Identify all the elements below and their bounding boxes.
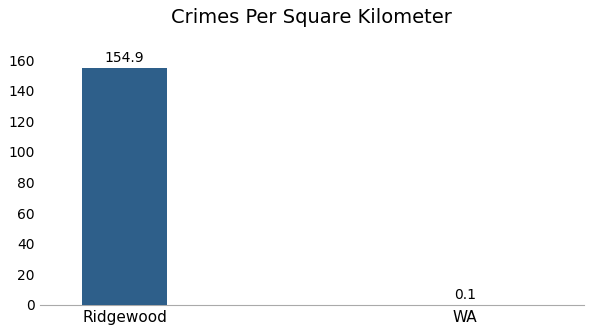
Text: 0.1: 0.1 bbox=[453, 288, 476, 302]
Bar bbox=[82, 68, 167, 305]
Title: Crimes Per Square Kilometer: Crimes Per Square Kilometer bbox=[171, 8, 452, 27]
Text: 154.9: 154.9 bbox=[105, 51, 144, 65]
